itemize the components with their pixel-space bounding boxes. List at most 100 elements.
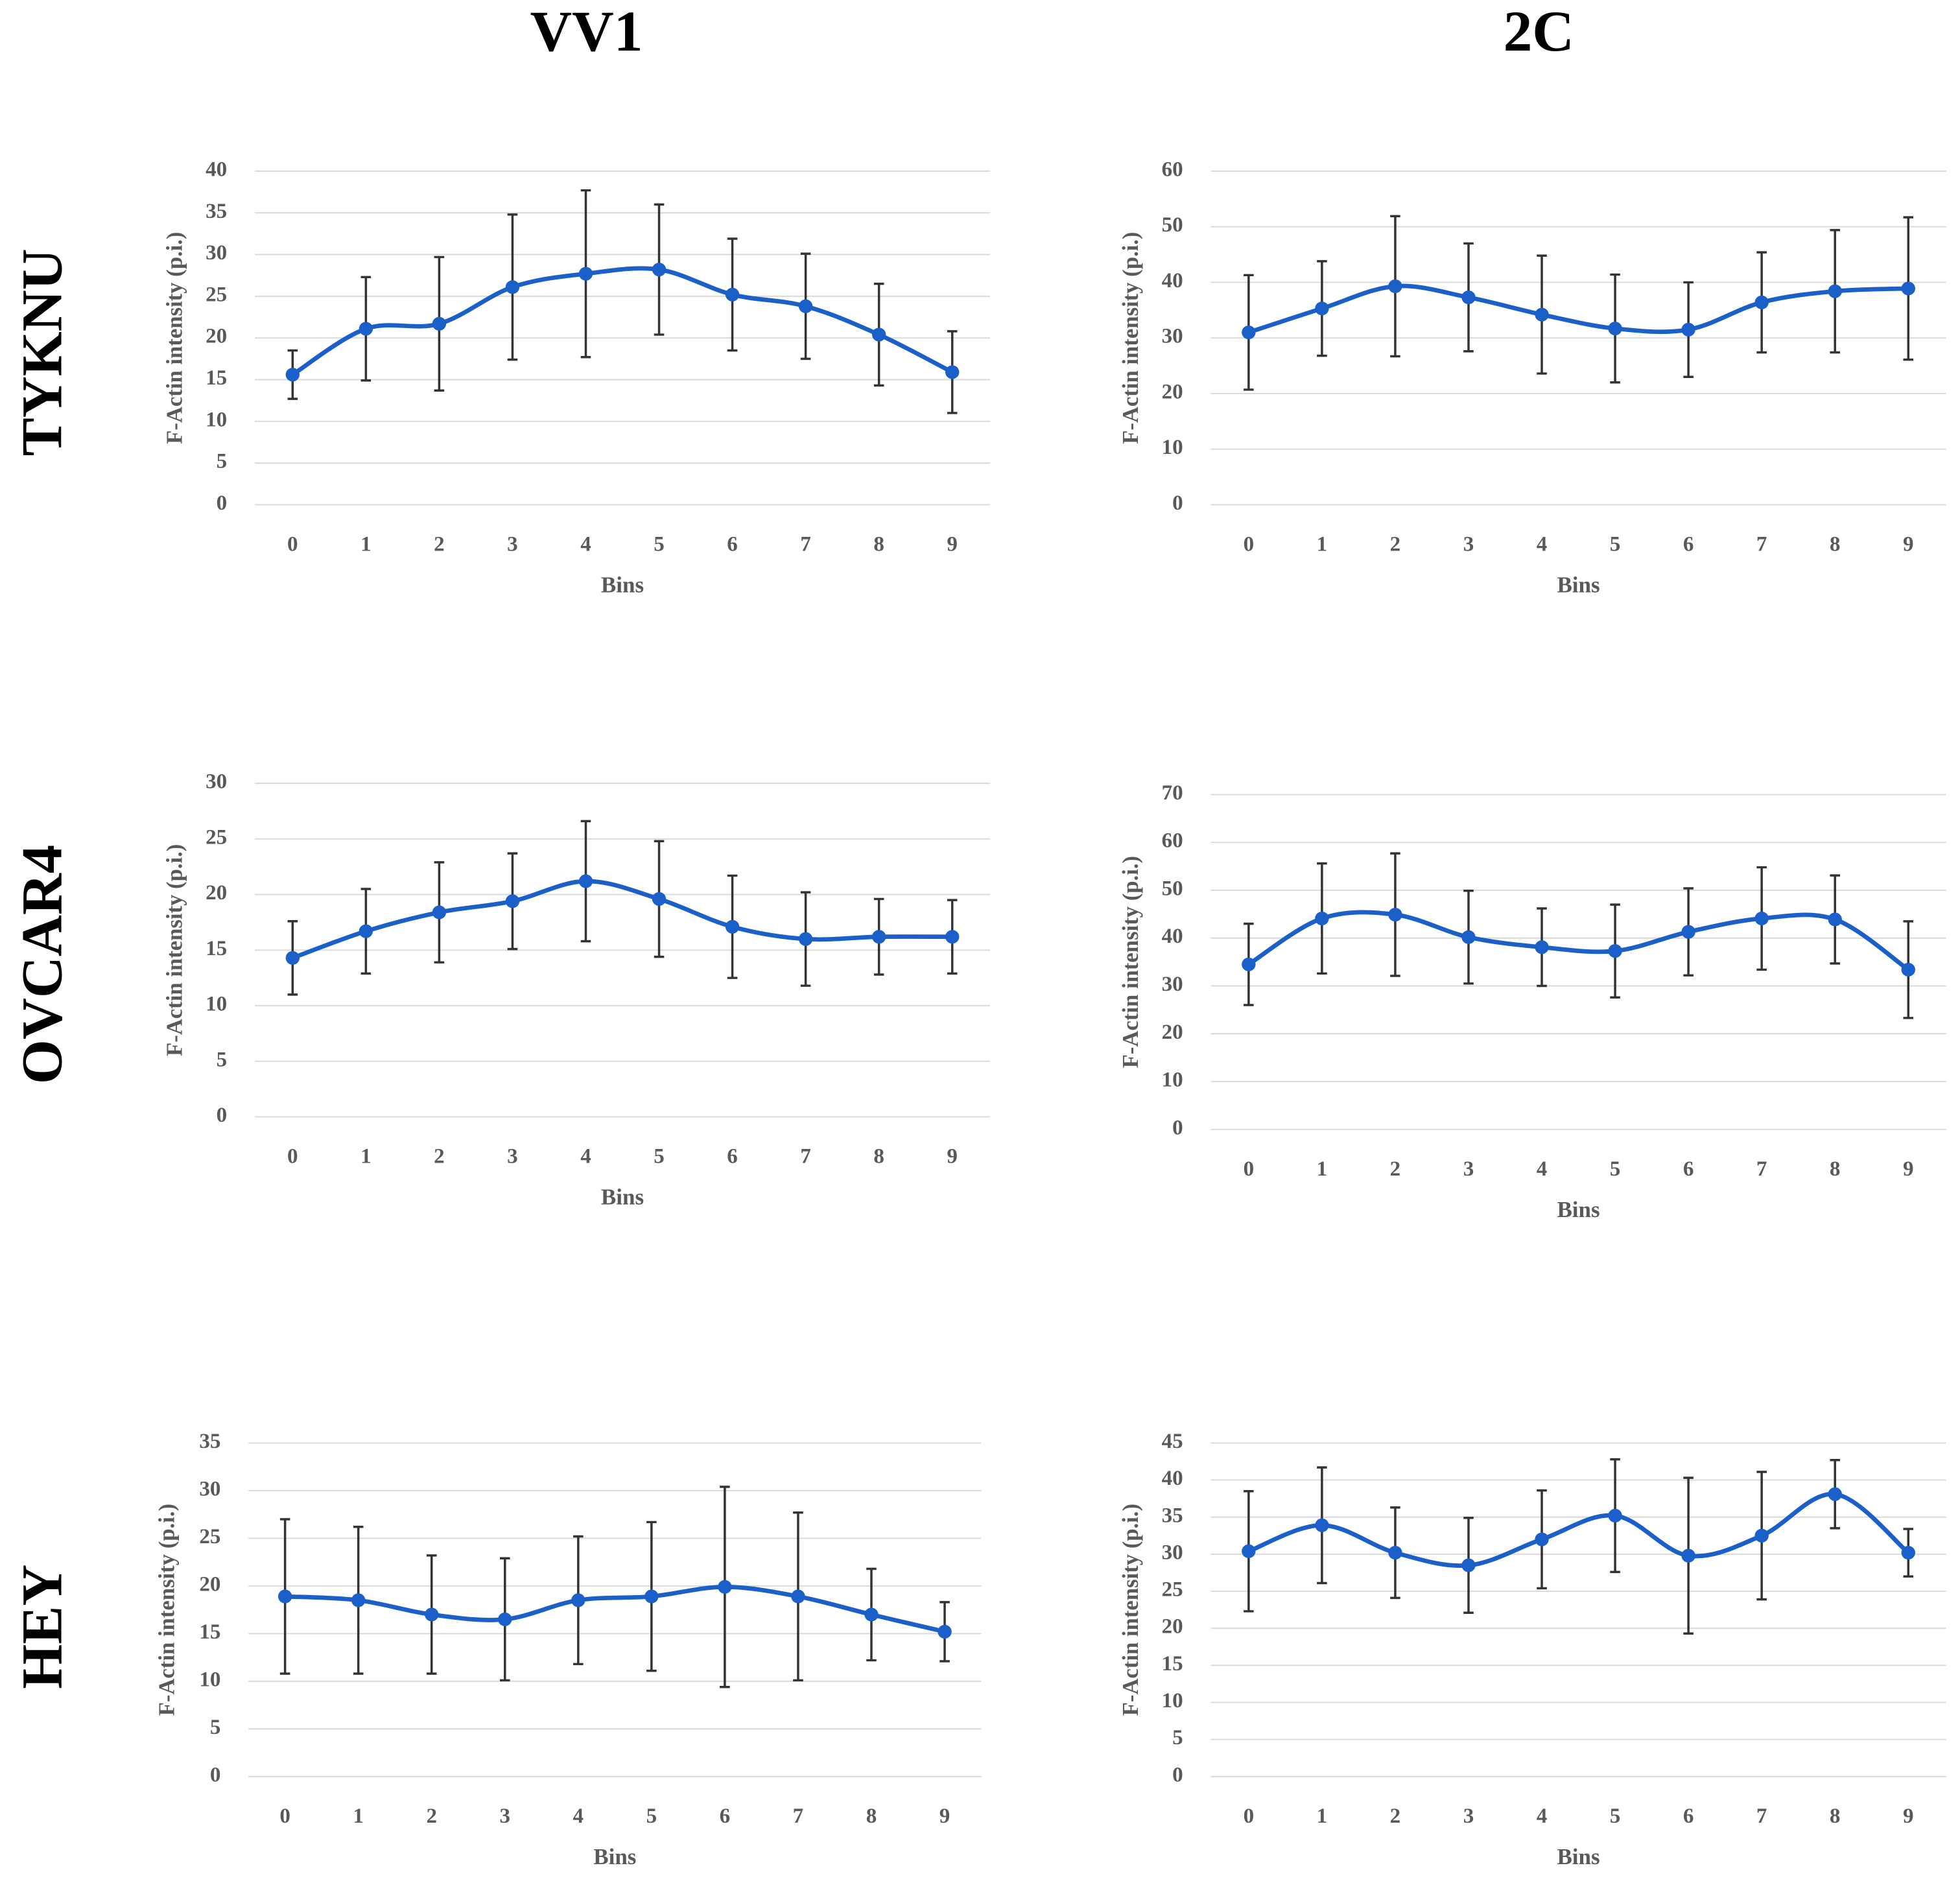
point — [1754, 295, 1769, 309]
row-title: TYKNU — [10, 248, 74, 456]
x-tick-label: 0 — [287, 1145, 298, 1168]
x-tick-label: 4 — [580, 533, 591, 556]
y-tick-label: 15 — [206, 366, 227, 390]
y-tick-label: 20 — [206, 881, 227, 905]
y-tick-label: 10 — [206, 408, 227, 431]
chart: 0 5 10 15 20 25 30 0 1 2 3 4 5 6 7 8 9 Bins F-Actin intens… — [161, 770, 991, 1210]
point — [1242, 957, 1256, 971]
x-tick-label: 8 — [1830, 533, 1841, 556]
y-tick-label: 30 — [206, 770, 227, 794]
row-title: HEY — [10, 1565, 74, 1689]
x-tick-label: 5 — [654, 533, 665, 556]
chart: 0 10 20 30 40 50 60 0 1 2 3 4 5 6 7 8 9 Bins F-Actin inten… — [1118, 158, 1946, 598]
y-tick-label: 0 — [210, 1764, 221, 1787]
x-tick-label: 0 — [1244, 1157, 1255, 1181]
line — [1247, 910, 1910, 972]
x-tick-label: 0 — [1244, 1805, 1255, 1828]
x-tick-label: 2 — [426, 1805, 437, 1828]
y-tick-label: 20 — [199, 1573, 220, 1596]
x-tick-label: 3 — [1463, 1805, 1474, 1828]
point — [578, 266, 593, 281]
x-tick-label: 3 — [1463, 1157, 1474, 1181]
y-axis-label: F-Actin intensity (p.i.) — [161, 232, 187, 444]
x-tick-label: 7 — [793, 1805, 804, 1828]
x-tick-label: 8 — [873, 533, 884, 556]
y-tick-label: 40 — [1162, 925, 1183, 948]
x-tick-label: 1 — [1317, 533, 1328, 556]
y-tick-label: 15 — [199, 1620, 220, 1644]
x-tick-label: 6 — [1683, 1805, 1694, 1828]
x-tick-label: 1 — [1317, 1805, 1328, 1828]
y-tick-label: 50 — [1162, 877, 1183, 901]
y-tick-label: 25 — [206, 283, 227, 307]
x-tick-label: 2 — [1390, 1805, 1401, 1828]
point — [359, 322, 373, 336]
point — [725, 287, 740, 302]
point — [1315, 911, 1329, 926]
point — [1828, 912, 1842, 927]
chart: 0 5 10 15 20 25 30 35 0 1 2 3 4 5 6 7 8 9 Bins F-Actin inte… — [154, 1430, 982, 1869]
point — [1828, 1487, 1842, 1501]
y-tick-label: 20 — [206, 325, 227, 348]
point — [1681, 322, 1695, 337]
y-tick-label: 40 — [1162, 1467, 1183, 1490]
point — [1242, 1544, 1256, 1558]
y-tick-label: 10 — [1162, 1689, 1183, 1712]
point — [652, 263, 667, 277]
line — [1247, 283, 1909, 335]
x-tick-label: 4 — [1537, 533, 1548, 556]
x-tick-label: 1 — [1317, 1157, 1328, 1181]
y-tick-label: 60 — [1162, 158, 1183, 182]
y-tick-label: 0 — [217, 1104, 228, 1127]
point — [1388, 907, 1402, 922]
x-tick-label: 9 — [947, 533, 958, 556]
point — [798, 299, 813, 313]
y-tick-label: 20 — [1162, 1615, 1183, 1639]
y-axis-label: F-Actin intensity (p.i.) — [161, 844, 187, 1056]
y-tick-label: 10 — [199, 1668, 220, 1692]
x-tick-label: 7 — [1756, 1157, 1767, 1181]
x-axis-label: Bins — [1557, 1197, 1600, 1222]
y-tick-label: 30 — [1162, 1541, 1183, 1565]
y-tick-label: 35 — [1162, 1504, 1183, 1527]
chart: 0 5 10 15 20 25 30 35 40 0 1 2 3 4 5 6 7 8 9 Bins F-Actin in… — [161, 158, 991, 598]
x-tick-label: 4 — [573, 1805, 584, 1828]
x-axis-label: Bins — [601, 573, 644, 598]
x-tick-label: 5 — [646, 1805, 657, 1828]
point — [871, 930, 886, 944]
point — [285, 368, 300, 382]
x-tick-label: 4 — [1537, 1157, 1548, 1181]
y-tick-label: 0 — [1172, 1116, 1183, 1139]
x-tick-label: 3 — [1463, 533, 1474, 556]
y-tick-label: 10 — [1162, 1069, 1183, 1092]
x-tick-label: 7 — [1756, 533, 1767, 556]
y-tick-label: 20 — [1162, 1021, 1183, 1044]
y-tick-label: 30 — [206, 241, 227, 265]
point — [425, 1607, 439, 1622]
x-tick-label: 1 — [353, 1805, 364, 1828]
x-tick-label: 5 — [1610, 1805, 1621, 1828]
point — [725, 919, 740, 934]
y-tick-label: 45 — [1162, 1430, 1183, 1453]
point — [1388, 279, 1402, 294]
point — [938, 1624, 952, 1639]
y-tick-label: 10 — [206, 993, 227, 1016]
column-title: 2C — [1504, 1, 1574, 64]
y-tick-label: 70 — [1162, 781, 1183, 805]
x-tick-label: 6 — [727, 1145, 738, 1168]
x-axis-label: Bins — [1557, 1844, 1600, 1869]
point — [432, 905, 447, 919]
row-title: OVCAR4 — [10, 845, 74, 1084]
x-tick-label: 7 — [800, 533, 811, 556]
x-tick-label: 1 — [360, 533, 372, 556]
point — [1461, 1558, 1476, 1572]
point — [505, 894, 520, 908]
point — [1535, 940, 1549, 954]
x-tick-label: 9 — [1903, 533, 1914, 556]
y-tick-label: 60 — [1162, 829, 1183, 853]
point — [277, 1589, 292, 1604]
point — [718, 1580, 732, 1594]
point — [652, 892, 667, 906]
point — [1535, 307, 1549, 322]
